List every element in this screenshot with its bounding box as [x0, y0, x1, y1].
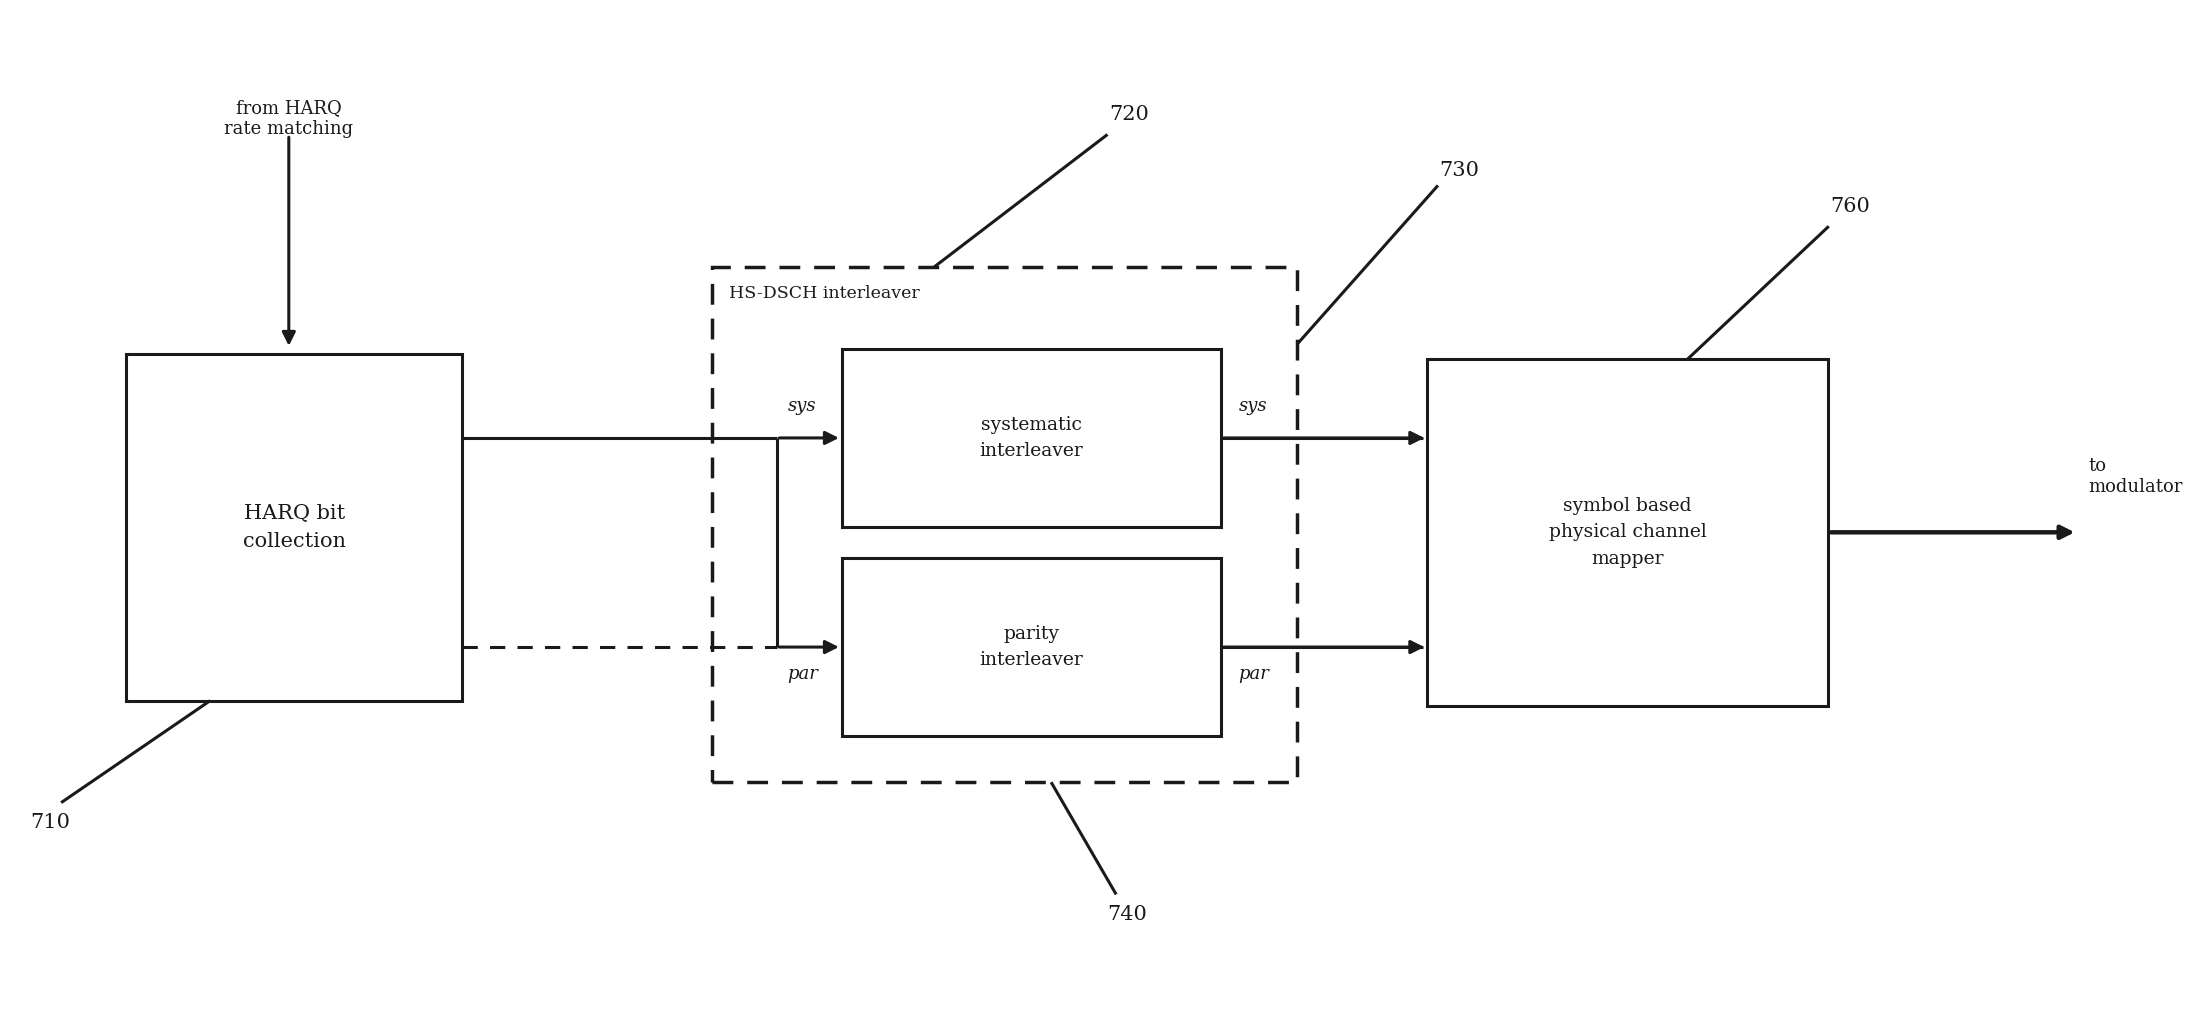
Text: 710: 710 — [31, 813, 71, 831]
Text: sys: sys — [788, 397, 817, 416]
Text: 740: 740 — [1106, 905, 1146, 923]
Text: symbol based
physical channel
mapper: symbol based physical channel mapper — [1548, 497, 1707, 568]
Bar — [841, 557, 1221, 736]
Text: from HARQ
rate matching: from HARQ rate matching — [225, 99, 353, 138]
Text: sys: sys — [1239, 397, 1267, 416]
Text: HS-DSCH interleaver: HS-DSCH interleaver — [729, 285, 921, 302]
Text: systematic
interleaver: systematic interleaver — [980, 416, 1084, 460]
Bar — [711, 267, 1296, 783]
Text: 760: 760 — [1830, 197, 1870, 216]
Text: par: par — [788, 666, 819, 683]
Text: to
modulator: to modulator — [2089, 457, 2184, 495]
Text: 720: 720 — [1108, 105, 1148, 124]
Bar — [841, 348, 1221, 527]
Text: 730: 730 — [1440, 161, 1479, 180]
Bar — [126, 354, 461, 701]
Text: HARQ bit
collection: HARQ bit collection — [243, 504, 347, 551]
Text: parity
interleaver: parity interleaver — [980, 625, 1084, 669]
Bar — [1426, 359, 1828, 706]
Text: par: par — [1239, 666, 1270, 683]
